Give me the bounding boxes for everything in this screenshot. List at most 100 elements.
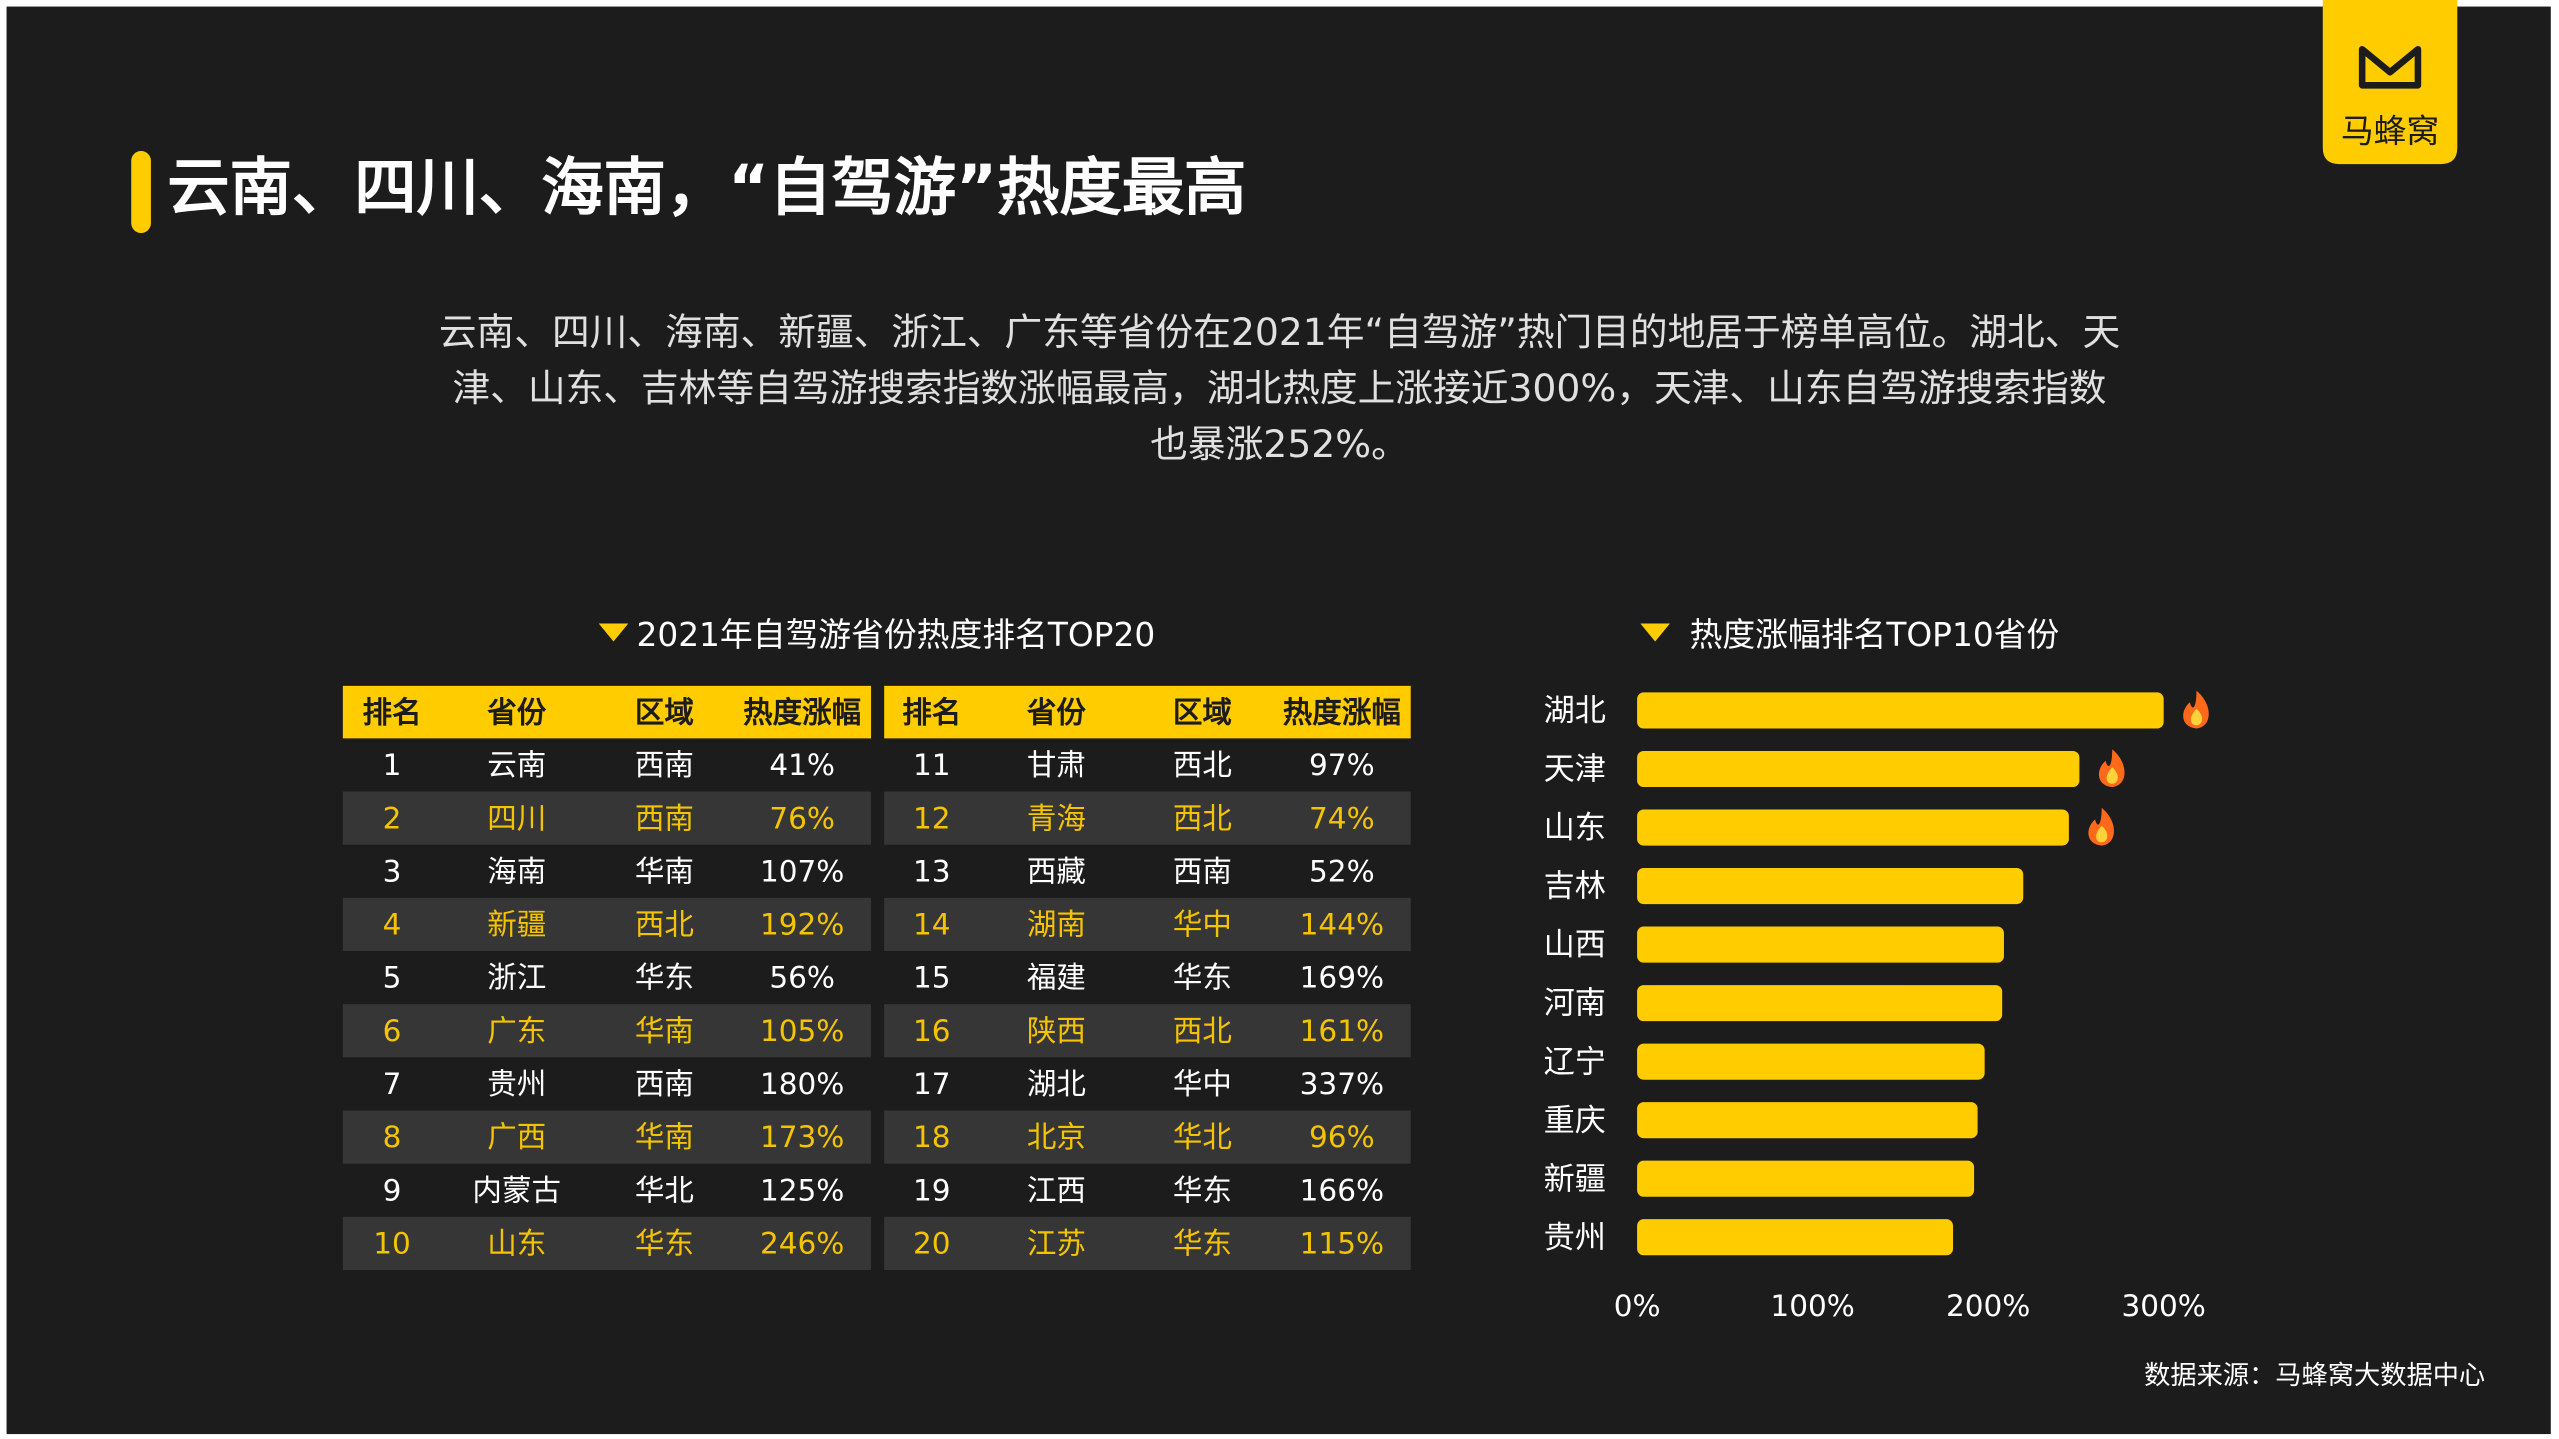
- table-cell: 华南: [635, 1014, 694, 1048]
- table-cell: 96%: [1309, 1120, 1375, 1154]
- table-cell: 西北: [635, 908, 694, 942]
- table-cell: 西北: [1173, 1014, 1232, 1048]
- table-cell: 内蒙古: [472, 1173, 561, 1207]
- table-cell: 华中: [1173, 1067, 1232, 1101]
- table-cell: 广东: [487, 1014, 546, 1048]
- table-cell: 海南: [487, 854, 546, 888]
- table-header-cell: 省份: [487, 695, 547, 729]
- table-cell: 湖北: [1027, 1067, 1086, 1101]
- bar: [1637, 692, 2164, 729]
- table-cell: 西北: [1173, 801, 1232, 835]
- table-cell: 15: [913, 961, 951, 995]
- logo-icon: [2358, 45, 2422, 89]
- table-cell: 华北: [1173, 1120, 1232, 1154]
- table-cell: 华南: [635, 854, 694, 888]
- table-cell: 16: [913, 1014, 951, 1048]
- table-row-bg: [884, 1110, 1411, 1164]
- table-cell: 76%: [769, 801, 835, 835]
- table-cell: 四川: [487, 801, 546, 835]
- bar: [1637, 1219, 1954, 1256]
- table-cell: 173%: [760, 1120, 844, 1154]
- y-tick-label: 贵州: [1544, 1220, 1606, 1256]
- table-cell: 西南: [635, 1067, 694, 1101]
- table-cell: 169%: [1300, 961, 1384, 995]
- x-tick-label: 100%: [1770, 1289, 1854, 1323]
- table-cell: 西南: [635, 748, 694, 782]
- table-cell: 江苏: [1027, 1227, 1086, 1261]
- table-cell: 10: [373, 1227, 411, 1261]
- table-cell: 新疆: [487, 908, 546, 942]
- table-cell: 41%: [769, 748, 835, 782]
- table-cell: 17: [913, 1067, 951, 1101]
- table-cell: 115%: [1300, 1227, 1384, 1261]
- table-cell: 18: [913, 1120, 951, 1154]
- table-row-bg: [342, 791, 872, 845]
- table-cell: 19: [913, 1173, 951, 1207]
- table-header-bg: [884, 685, 1411, 739]
- source-note: 数据来源：马蜂窝大数据中心: [2144, 1361, 2485, 1391]
- x-tick-label: 200%: [1946, 1289, 2030, 1323]
- bar: [1637, 1102, 1978, 1139]
- table-row-bg: [884, 1004, 1411, 1058]
- table-cell: 江西: [1027, 1173, 1086, 1207]
- flame-core: [2096, 825, 2108, 843]
- slide-title: 云南、四川、海南，“自驾游”热度最高: [167, 151, 1246, 224]
- bar: [1637, 1043, 1985, 1080]
- table-cell: 9: [383, 1173, 402, 1207]
- table-cell: 华东: [635, 961, 694, 995]
- table-cell: 西南: [635, 801, 694, 835]
- table-cell: 山东: [487, 1227, 546, 1261]
- table-cell: 12: [913, 801, 951, 835]
- table-cell: 湖南: [1027, 908, 1086, 942]
- table-cell: 14: [913, 908, 951, 942]
- table-cell: 华东: [635, 1227, 694, 1261]
- y-tick-label: 山西: [1544, 927, 1606, 963]
- table-cell: 3: [383, 854, 402, 888]
- table-cell: 6: [383, 1014, 402, 1048]
- y-tick-label: 河南: [1544, 986, 1606, 1022]
- bar: [1637, 926, 2004, 963]
- y-tick-label: 新疆: [1544, 1161, 1606, 1197]
- table-cell: 180%: [760, 1067, 844, 1101]
- table-cell: 161%: [1300, 1014, 1384, 1048]
- table-cell: 56%: [769, 961, 835, 995]
- table-cell: 1: [383, 748, 402, 782]
- table-header-cell: 排名: [363, 695, 422, 729]
- table-cell: 华东: [1173, 961, 1232, 995]
- table-row-bg: [342, 897, 872, 952]
- table-cell: 8: [383, 1120, 402, 1154]
- table-cell: 云南: [487, 748, 546, 782]
- table-cell: 西北: [1173, 748, 1232, 782]
- table-cell: 52%: [1309, 854, 1375, 888]
- table-header-cell: 排名: [902, 695, 961, 729]
- table-cell: 125%: [760, 1173, 844, 1207]
- table-header-cell: 热度涨幅: [743, 695, 861, 729]
- table-cell: 西藏: [1027, 854, 1086, 888]
- table-cell: 贵州: [487, 1067, 546, 1101]
- table-cell: 337%: [1300, 1067, 1384, 1101]
- chart-title-marker: [1640, 623, 1670, 642]
- logo-text: 马蜂窝: [2341, 112, 2439, 150]
- y-tick-label: 吉林: [1544, 869, 1606, 905]
- table-header-cell: 省份: [1027, 695, 1087, 729]
- table-row-bg: [884, 897, 1411, 952]
- y-tick-label: 湖北: [1544, 693, 1606, 729]
- table-cell: 20: [913, 1227, 951, 1261]
- y-tick-label: 辽宁: [1544, 1044, 1606, 1080]
- table-cell: 192%: [760, 908, 844, 942]
- table-cell: 福建: [1027, 961, 1086, 995]
- table-cell: 11: [913, 748, 951, 782]
- table-cell: 华东: [1173, 1227, 1232, 1261]
- title-accent: [131, 150, 151, 233]
- table-cell: 107%: [760, 854, 844, 888]
- bar: [1637, 985, 2003, 1022]
- table-cell: 西南: [1173, 854, 1232, 888]
- bar: [1637, 1160, 1975, 1197]
- chart-title: 热度涨幅排名TOP10省份: [1690, 616, 2060, 654]
- table-cell: 5: [383, 961, 402, 995]
- table-cell: 浙江: [487, 961, 546, 995]
- table-cell: 105%: [760, 1014, 844, 1048]
- table-header-cell: 区域: [635, 695, 694, 729]
